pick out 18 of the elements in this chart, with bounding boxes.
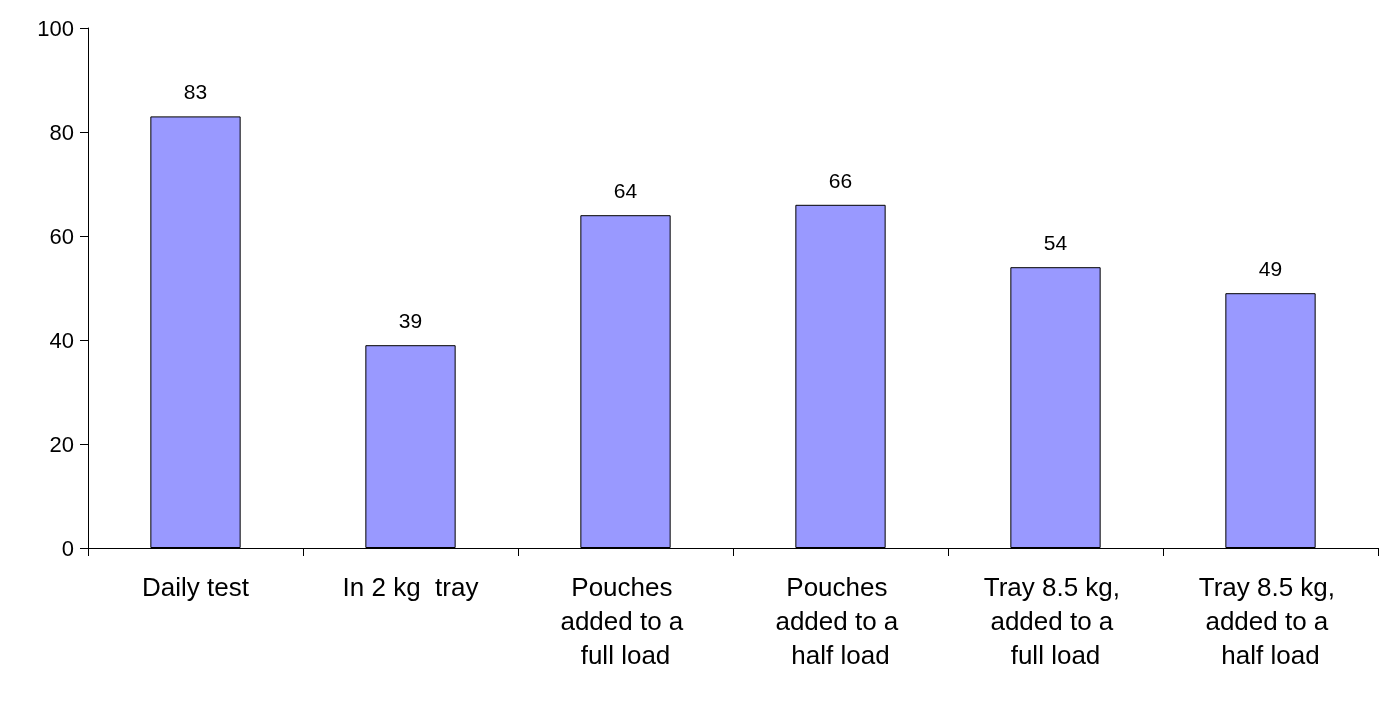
data-label: 83 [183,80,208,104]
data-label: 39 [398,309,423,333]
x-tick-label: In 2 kg tray [342,572,479,602]
data-label: 64 [613,179,638,203]
y-tick-label: 40 [49,327,74,353]
x-tick-label: Daily test [142,572,250,602]
data-label: 54 [1043,231,1068,255]
x-tick-label: Pouches added to a full load [560,572,691,670]
x-tick-label: Pouches added to a half load [775,572,906,670]
y-tick-label: 60 [49,223,74,249]
x-tick-label: Tray 8.5 kg, added to a full load [983,572,1128,670]
data-label: 49 [1258,257,1283,281]
x-tick-label: Tray 8.5 kg, added to a half load [1198,572,1343,670]
y-tick-label: 100 [37,15,74,41]
y-tick-label: 80 [49,119,74,145]
y-tick-label: 20 [49,431,74,457]
data-label: 66 [828,168,853,192]
y-tick-label: 0 [61,535,74,561]
